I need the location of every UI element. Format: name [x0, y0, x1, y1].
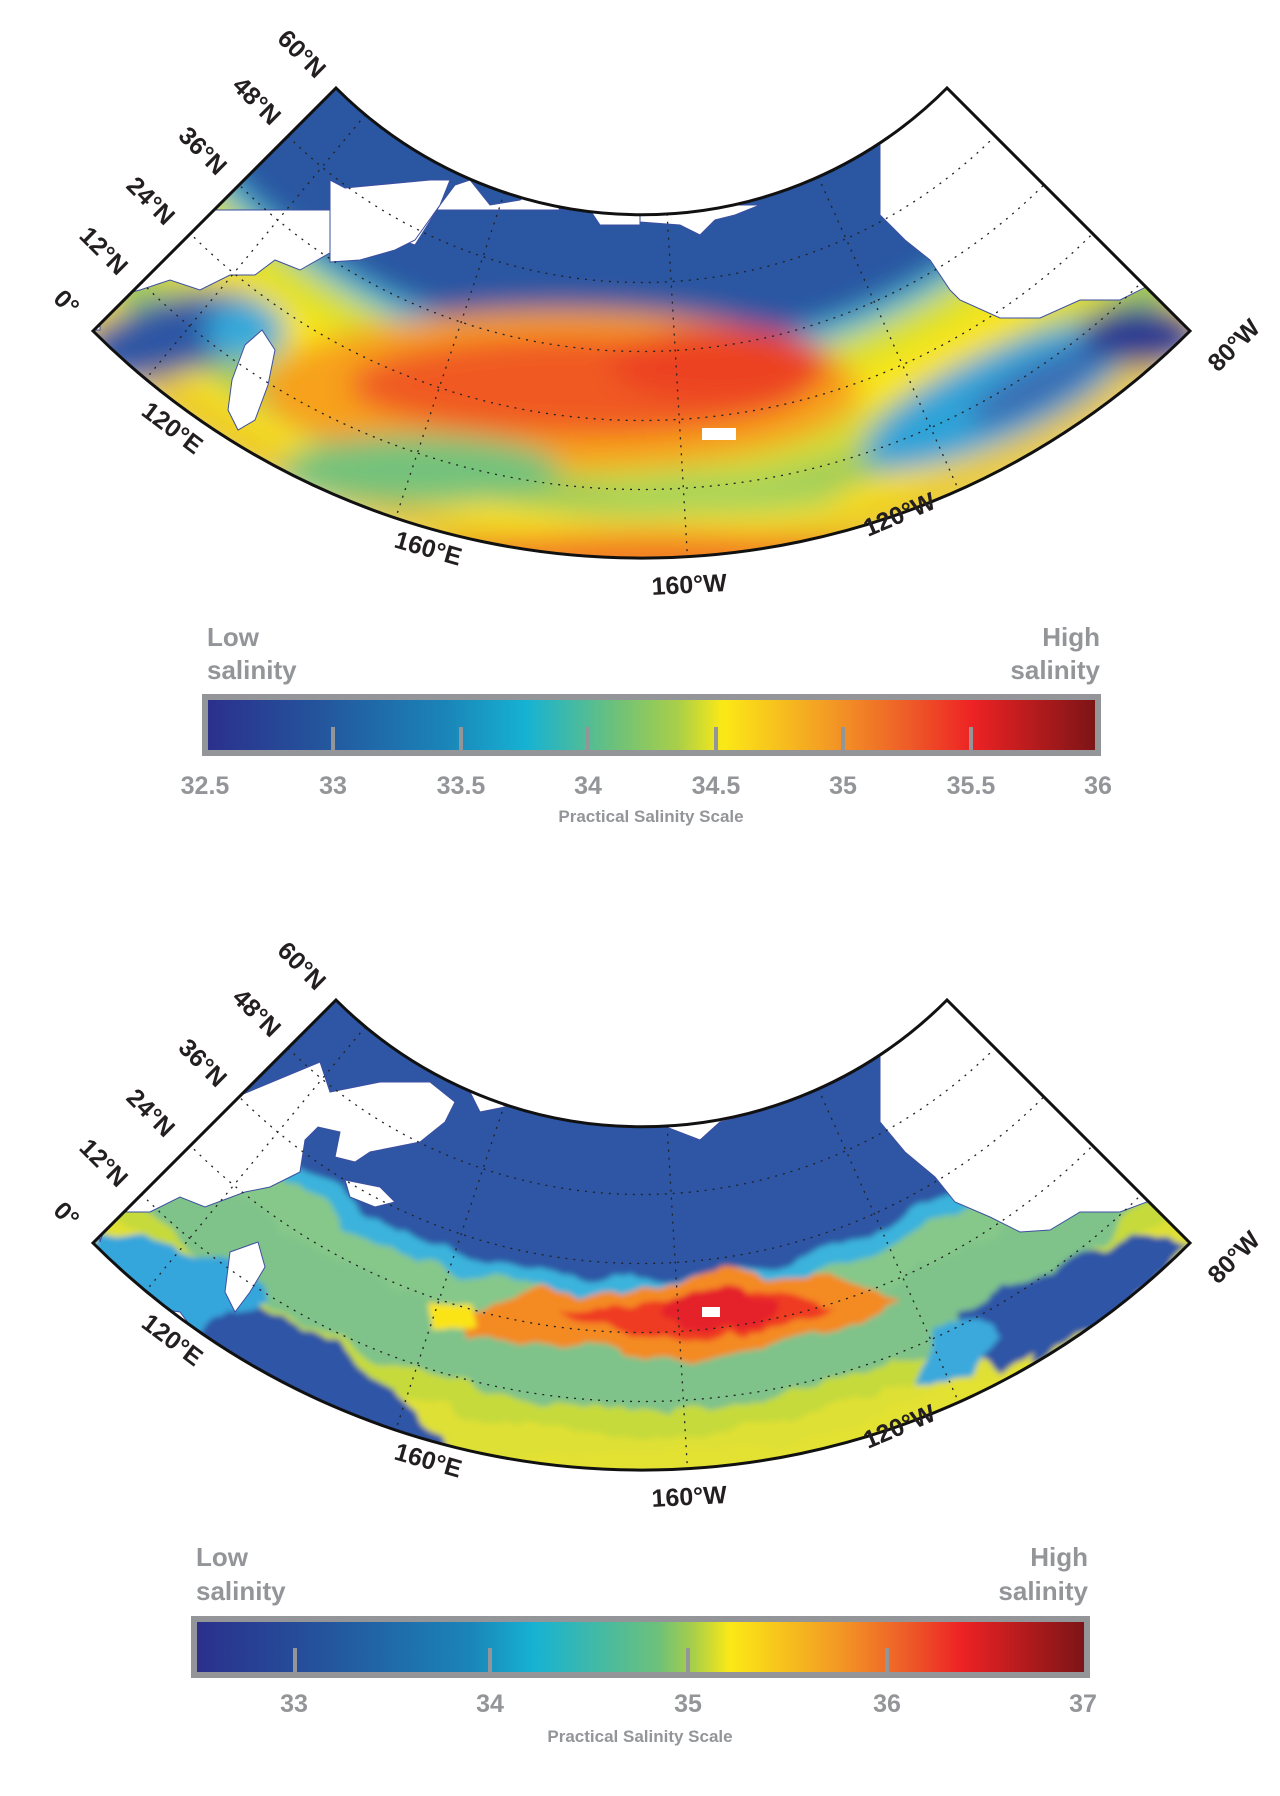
lat-label-0: 0°: [48, 284, 85, 321]
lat-label-48n: 48°N: [227, 71, 286, 130]
colorbar-gradient: [191, 1616, 1090, 1678]
colorbar-ticks: [293, 1648, 889, 1674]
tick-label: 35: [829, 772, 857, 800]
tick-label: 37: [1069, 1690, 1097, 1718]
map-frame: [90, 85, 1193, 560]
lat-label-0: 0°: [48, 1196, 85, 1233]
tick-label: 34.5: [692, 772, 741, 800]
lat-label-24n: 24°N: [121, 171, 180, 230]
high-label-line2: salinity: [998, 1576, 1088, 1606]
lon-label-160w: 160°W: [651, 569, 728, 601]
lat-label-24n: 24°N: [121, 1083, 180, 1142]
high-label-line1: High: [1042, 622, 1100, 652]
lat-label-36n: 36°N: [173, 1033, 232, 1092]
colorbar-gradient: [202, 694, 1101, 756]
colorbar-title: Practical Salinity Scale: [558, 807, 743, 826]
low-label-line2: salinity: [196, 1576, 286, 1606]
lat-label-48n: 48°N: [227, 983, 286, 1042]
low-label-line2: salinity: [207, 655, 297, 685]
lon-label-80w: 80°W: [1202, 314, 1266, 378]
colorbar-top: Low salinity High salinity 32.5 33 33.5 …: [181, 622, 1112, 826]
colorbar-ticks: [331, 727, 973, 752]
tick-label: 35.5: [947, 772, 996, 800]
tick-label: 34: [476, 1690, 504, 1718]
lon-label-80w: 80°W: [1202, 1226, 1266, 1290]
colorbar-title: Practical Salinity Scale: [547, 1727, 732, 1746]
tick-label: 32.5: [181, 772, 230, 800]
salinity-map-top: 60°N 48°N 36°N 24°N 12°N 0° 120°E 160°E …: [48, 24, 1266, 601]
lat-label-12n: 12°N: [74, 1133, 133, 1192]
lat-label-60n: 60°N: [272, 24, 331, 83]
lon-label-160w: 160°W: [651, 1481, 728, 1513]
map-frame: [90, 997, 1193, 1472]
tick-label: 36: [873, 1690, 901, 1718]
hawaii-mask: [702, 1307, 720, 1317]
tick-label: 35: [674, 1690, 702, 1718]
colorbar-bottom: Low salinity High salinity 33 34 35 36 3…: [191, 1542, 1097, 1746]
tick-label: 36: [1084, 772, 1112, 800]
hawaii-mask: [702, 428, 736, 440]
high-label-line1: High: [1030, 1542, 1088, 1572]
high-label-line2: salinity: [1010, 655, 1100, 685]
tick-label: 34: [574, 772, 602, 800]
tick-label: 33: [319, 772, 347, 800]
low-label-line1: Low: [207, 622, 260, 652]
lat-label-36n: 36°N: [173, 121, 232, 180]
lat-label-12n: 12°N: [74, 221, 133, 280]
tick-label: 33: [280, 1690, 308, 1718]
low-label-line1: Low: [196, 1542, 249, 1572]
tick-label: 33.5: [437, 772, 486, 800]
lat-label-60n: 60°N: [272, 936, 331, 995]
